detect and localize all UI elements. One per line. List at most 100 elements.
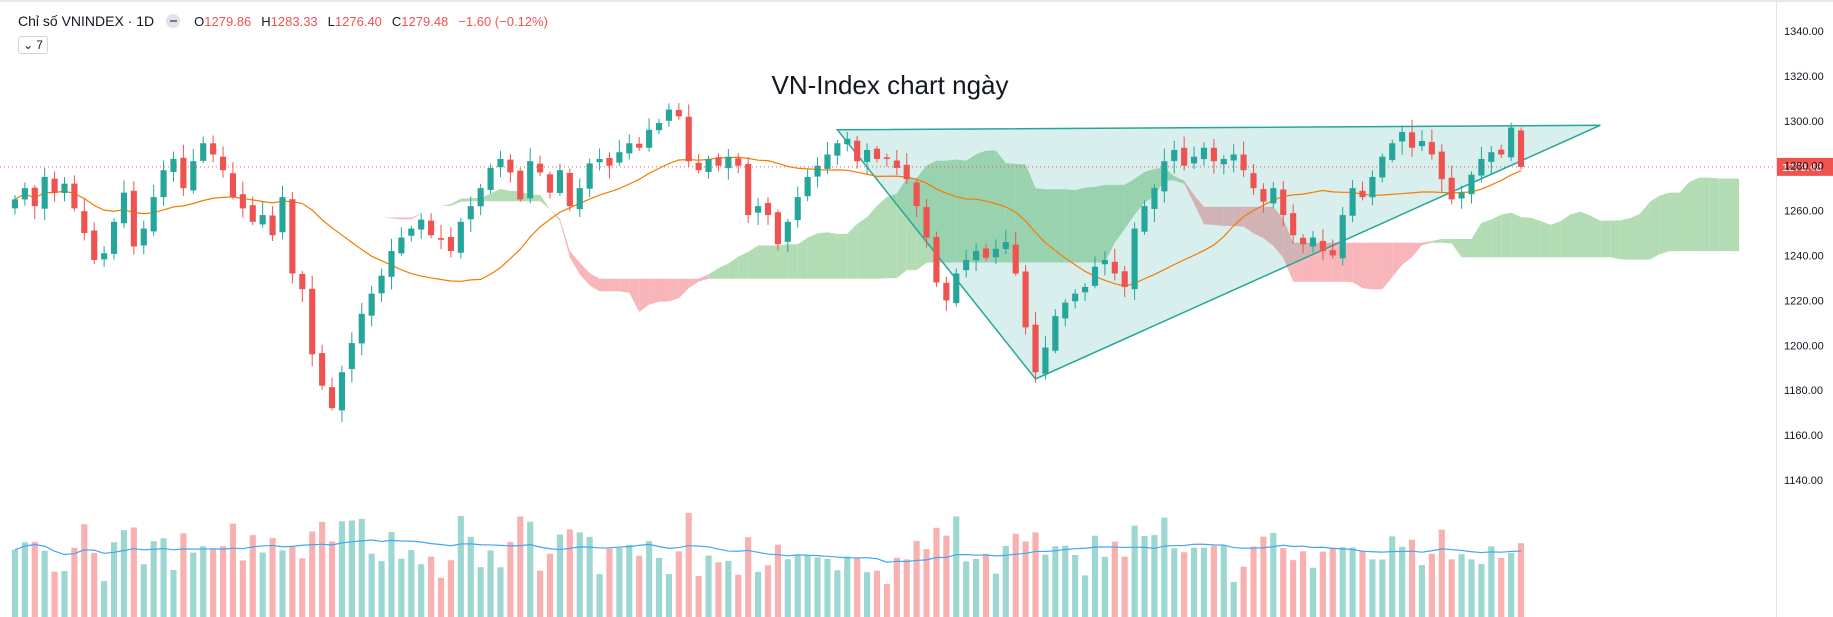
candle-body[interactable] [953,273,960,304]
candle-body[interactable] [259,215,266,225]
candle-body[interactable] [418,219,425,230]
candle-body[interactable] [566,172,573,207]
candle-body[interactable] [1022,271,1029,328]
candle-body[interactable] [1012,244,1019,274]
candle-body[interactable] [1339,215,1346,259]
candle-body[interactable] [319,353,326,386]
candle-body[interactable] [219,156,227,171]
candle-body[interactable] [517,170,524,200]
candle-body[interactable] [537,163,544,173]
candle-body[interactable] [576,188,583,210]
candle-body[interactable] [11,199,19,209]
candle-body[interactable] [447,236,454,252]
candle-body[interactable] [1250,173,1257,189]
candle-body[interactable] [1468,174,1475,195]
candle-body[interactable] [1290,213,1297,236]
candle-body[interactable] [804,176,811,197]
candle-body[interactable] [1210,147,1217,162]
candle-body[interactable] [1508,127,1515,158]
candle-body[interactable] [1200,147,1208,160]
candle-body[interactable] [170,158,177,172]
candle-body[interactable] [695,162,702,171]
candle-body[interactable] [21,188,28,200]
candle-body[interactable] [903,164,910,180]
candle-body[interactable] [685,116,692,162]
candle-body[interactable] [646,129,653,148]
candle-body[interactable] [1309,237,1317,247]
candle-body[interactable] [467,206,474,220]
candle-body[interactable] [269,215,276,236]
candle-body[interactable] [735,158,742,166]
candle-body[interactable] [348,343,355,369]
candle-body[interactable] [616,152,623,163]
candle-body[interactable] [1091,266,1099,286]
candle-body[interactable] [101,253,108,260]
candle-body[interactable] [1488,152,1495,162]
candle-body[interactable] [1399,132,1406,142]
candle-body[interactable] [1359,190,1366,198]
candle-body[interactable] [606,157,613,166]
candle-body[interactable] [249,205,256,222]
candle-body[interactable] [1408,132,1416,148]
candle-body[interactable] [1032,324,1039,373]
candle-body[interactable] [824,154,831,169]
candle-body[interactable] [338,372,346,411]
candle-body[interactable] [992,248,999,258]
candle-body[interactable] [110,221,118,254]
candle-body[interactable] [378,275,385,294]
candle-body[interactable] [774,212,781,245]
candle-body[interactable] [1052,316,1059,351]
candle-body[interactable] [309,288,316,355]
candle-body[interactable] [160,170,167,198]
candle-body[interactable] [210,143,217,155]
candle-body[interactable] [437,238,445,240]
candle-body[interactable] [745,163,752,216]
candle-body[interactable] [61,183,68,194]
candle-body[interactable] [1190,156,1198,164]
candle-body[interactable] [1101,259,1108,265]
candle-body[interactable] [1319,240,1326,252]
candle-body[interactable] [289,199,296,274]
candle-body[interactable] [1161,161,1168,192]
candle-body[interactable] [913,182,920,207]
candle-body[interactable] [1299,237,1307,245]
candle-body[interactable] [527,161,534,199]
candle-body[interactable] [239,194,246,209]
candle-body[interactable] [755,206,762,213]
candle-body[interactable] [943,282,950,301]
legend-menu-icon[interactable] [166,14,181,28]
candle-body[interactable] [854,140,861,162]
candle-body[interactable] [358,313,365,344]
candle-body[interactable] [1062,302,1069,319]
candle-body[interactable] [299,274,306,290]
candle-body[interactable] [1369,176,1376,198]
candle-body[interactable] [51,178,58,193]
candle-body[interactable] [1121,271,1128,287]
candle-body[interactable] [665,109,672,121]
candle-body[interactable] [408,228,415,236]
candle-body[interactable] [1389,143,1396,161]
candle-body[interactable] [546,174,554,193]
candle-body[interactable] [229,173,237,198]
candle-body[interactable] [328,387,336,409]
candle-body[interactable] [1220,158,1227,165]
candle-body[interactable] [963,259,970,271]
candle-body[interactable] [1141,206,1148,232]
candle-body[interactable] [844,138,851,145]
candle-body[interactable] [675,109,682,117]
candle-body[interactable] [1181,147,1188,166]
candle-body[interactable] [1379,156,1386,178]
candle-body[interactable] [1002,242,1009,249]
candle-body[interactable] [873,148,881,159]
candle-body[interactable] [655,123,663,131]
symbol-name[interactable]: Chỉ số VNINDEX · 1D [18,13,155,29]
candle-body[interactable] [586,163,593,189]
candle-body[interactable] [398,237,405,254]
candle-body[interactable] [1131,228,1138,290]
candle-body[interactable] [933,236,940,283]
candle-body[interactable] [864,149,871,162]
candle-body[interactable] [1042,347,1049,374]
candle-body[interactable] [715,157,722,166]
candle-body[interactable] [41,176,48,209]
